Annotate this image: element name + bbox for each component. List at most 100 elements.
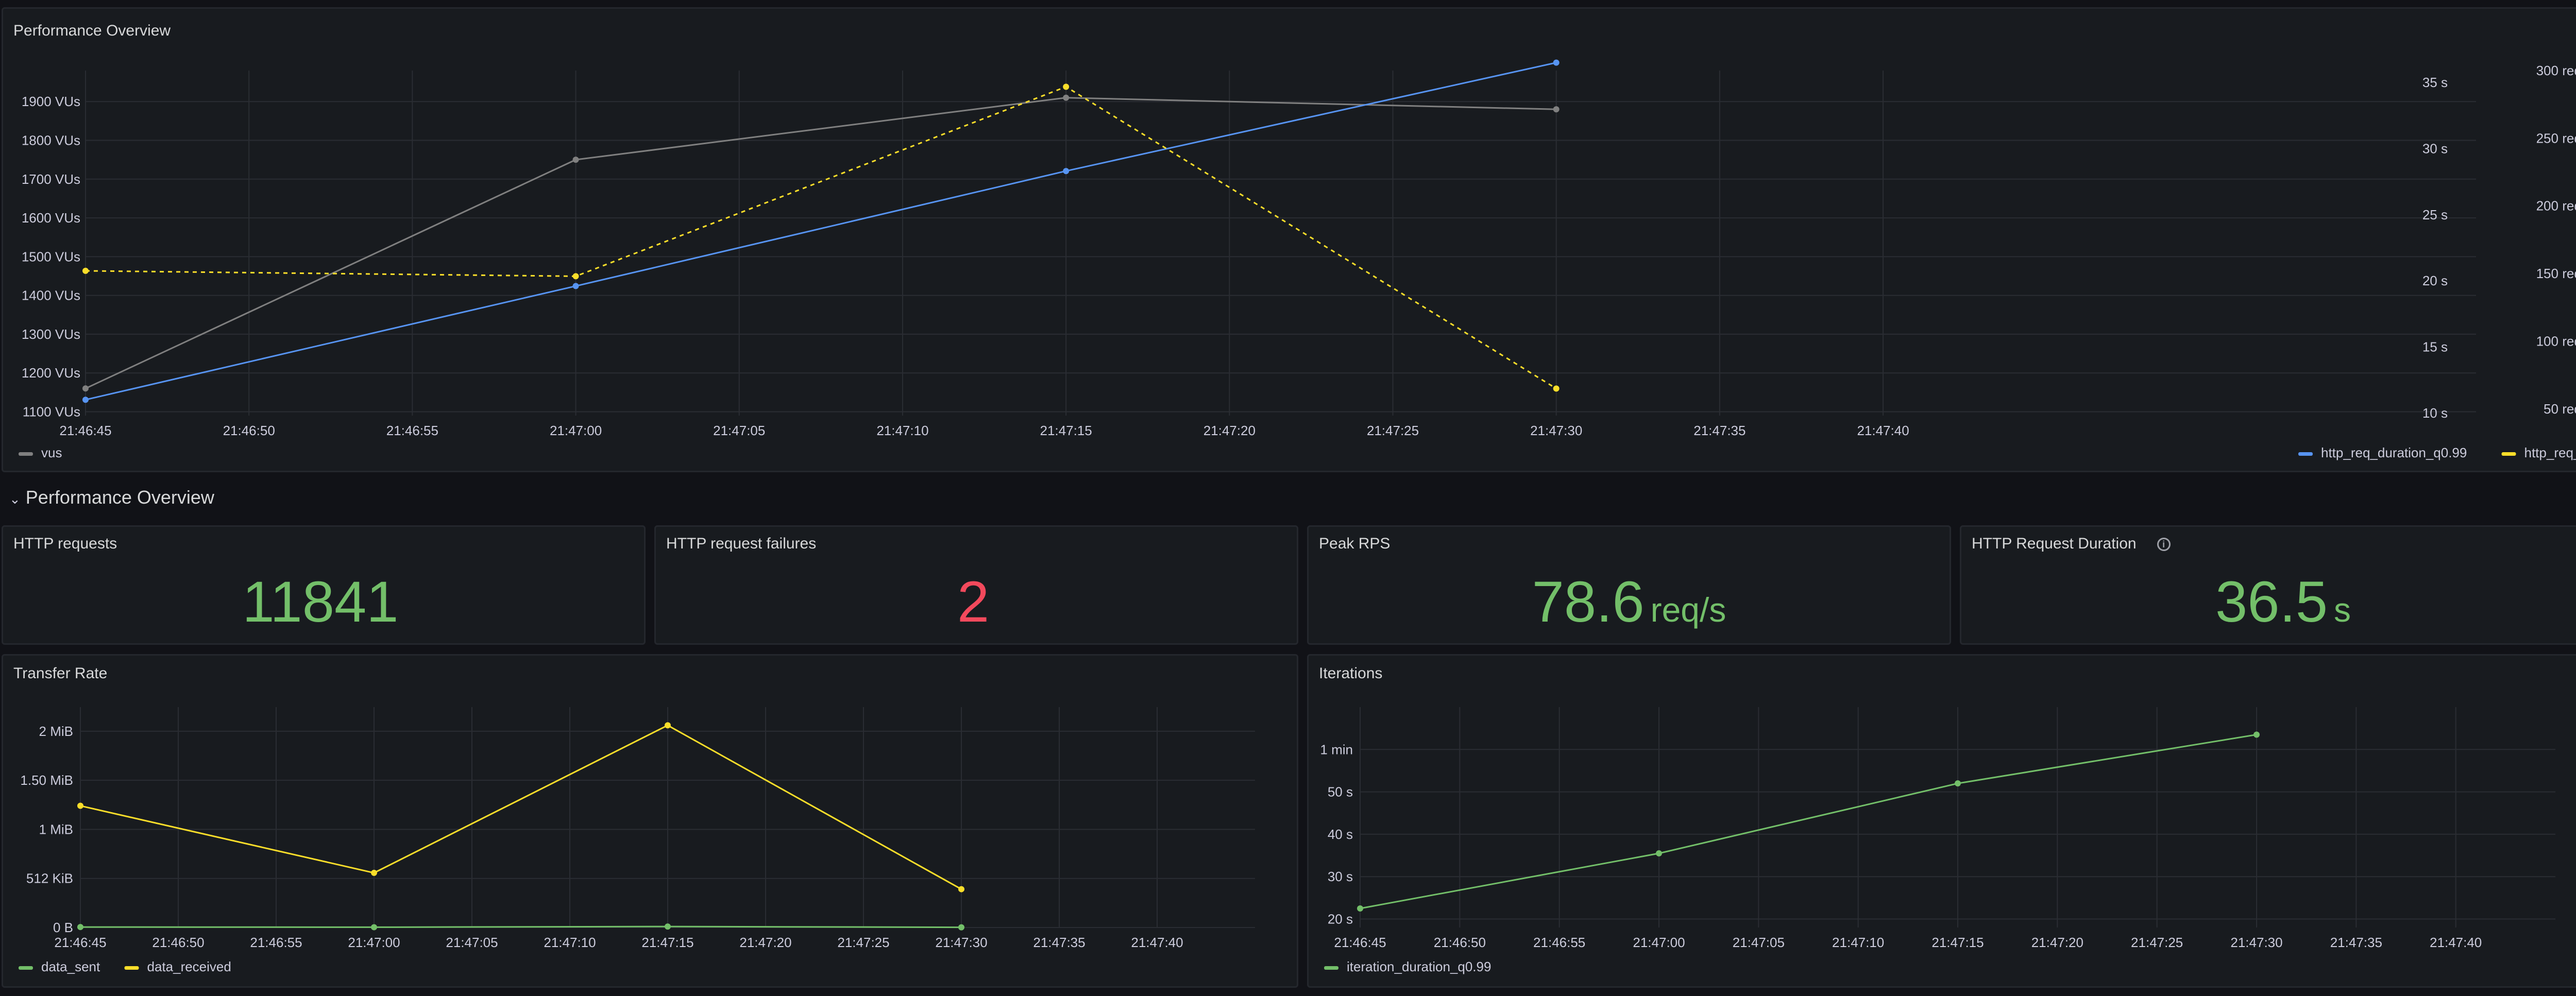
y-tick-label-right-duration: 30 s xyxy=(2422,141,2448,156)
data-point xyxy=(2253,731,2260,738)
y-tick-label: 1 MiB xyxy=(39,821,73,837)
x-tick-label: 21:47:40 xyxy=(1857,423,1909,438)
y-tick-label-right-rps: 100 req/s xyxy=(2536,333,2576,349)
x-tick-label: 21:46:50 xyxy=(152,935,204,950)
y-tick-label: 0 B xyxy=(53,920,73,935)
stat-number: 11841 xyxy=(242,570,399,634)
y-tick-label-right-duration: 35 s xyxy=(2422,75,2448,90)
data-point xyxy=(1063,83,1070,90)
data-point xyxy=(1553,59,1560,66)
y-tick-label: 30 s xyxy=(1328,869,1353,884)
stat-number: 78.6 xyxy=(1532,570,1645,634)
y-tick-label-right-rps: 300 req/s xyxy=(2536,63,2576,78)
x-tick-label: 21:47:05 xyxy=(1733,935,1785,950)
data-point xyxy=(1553,385,1560,392)
x-tick-label: 21:47:00 xyxy=(1633,935,1685,950)
data-point xyxy=(1063,168,1070,175)
data-point xyxy=(572,273,579,280)
data-point xyxy=(1553,106,1560,113)
x-tick-label: 21:46:45 xyxy=(59,423,111,438)
x-tick-label: 21:47:35 xyxy=(2330,935,2382,950)
stat-panel-peak-rps: Peak RPS 78.6 req/s xyxy=(1307,525,1951,645)
legend-item-data-sent[interactable]: data_sent xyxy=(19,959,100,974)
y-tick-label-left: 1700 VUs xyxy=(22,171,80,187)
stat-title-text: HTTP Request Duration xyxy=(1972,535,2137,552)
legend-swatch xyxy=(19,966,33,970)
x-tick-label: 21:47:25 xyxy=(1367,423,1419,438)
x-tick-label: 21:47:05 xyxy=(713,423,765,438)
iterations-chart[interactable]: 21:46:45 21:46:50 21:46:55 21:47:00 21:47:05… xyxy=(1309,656,2576,985)
info-circle-icon[interactable]: i xyxy=(2157,538,2171,551)
data-point xyxy=(82,267,89,274)
x-tick-label: 21:47:30 xyxy=(1530,423,1582,438)
y-tick-label: 50 s xyxy=(1328,784,1353,800)
x-tick-label: 21:46:55 xyxy=(250,935,302,950)
chevron-down-icon[interactable]: ⌄ xyxy=(9,491,21,507)
legend-swatch xyxy=(2298,452,2313,456)
stat-panel-http-request-failures: HTTP request failures 2 xyxy=(654,525,1298,645)
row-title: Performance Overview xyxy=(25,487,214,508)
stat-value: 11841 xyxy=(3,573,644,631)
legend-item-http-req-s[interactable]: http_req_s xyxy=(2501,445,2576,460)
x-tick-label: 21:47:40 xyxy=(2430,935,2482,950)
x-tick-label: 21:47:15 xyxy=(1931,935,1984,950)
x-tick-label: 21:47:20 xyxy=(1204,423,1256,438)
stat-panel-http-request-duration: HTTP Request Duration i 36.5 s xyxy=(1960,525,2576,645)
panel-title[interactable]: Iterations xyxy=(1319,665,1383,682)
x-tick-label: 21:47:20 xyxy=(2031,935,2083,950)
legend-item-vus[interactable]: vus xyxy=(19,445,62,460)
x-tick-label: 21:47:35 xyxy=(1693,423,1745,438)
data-point xyxy=(371,924,377,931)
data-point xyxy=(1063,94,1070,101)
y-tick-label-right-rps: 50 req/s xyxy=(2544,401,2576,417)
y-tick-label: 1 min xyxy=(1320,742,1353,757)
stat-title[interactable]: HTTP requests xyxy=(13,535,117,552)
transfer-rate-panel: Transfer Rate 21:46:45 21:46:50 21:46:55 21… xyxy=(2,654,1298,988)
series-line-http-req-duration-q0-99 xyxy=(85,62,1557,401)
panel-title[interactable]: Transfer Rate xyxy=(13,665,108,682)
x-tick-label: 21:47:25 xyxy=(837,935,889,950)
legend-item-iteration-duration-q0-99[interactable]: iteration_duration_q0.99 xyxy=(1324,959,1491,974)
stat-title[interactable]: Peak RPS xyxy=(1319,535,1391,552)
data-point xyxy=(572,157,579,163)
y-tick-label-left: 1800 VUs xyxy=(22,133,80,148)
stat-title[interactable]: HTTP Request Duration i xyxy=(1972,535,2171,553)
legend-label: http_req_duration_q0.99 xyxy=(2321,445,2467,460)
data-point xyxy=(958,924,964,931)
transfer-rate-chart[interactable]: 21:46:45 21:46:50 21:46:55 21:47:00 21:47:05… xyxy=(3,656,1296,985)
series-line-data-received xyxy=(80,724,962,890)
x-tick-label: 21:46:50 xyxy=(223,423,275,438)
data-point xyxy=(82,385,89,392)
legend-item-http-req-duration-q0-99[interactable]: http_req_duration_q0.99 xyxy=(2298,445,2467,460)
stat-number: 2 xyxy=(957,570,990,634)
series-line-http-req-s xyxy=(85,85,1557,389)
x-tick-label: 21:47:30 xyxy=(2230,935,2282,950)
x-tick-label: 21:47:05 xyxy=(446,935,498,950)
x-tick-label: 21:47:35 xyxy=(1033,935,1085,950)
x-tick-label: 21:47:15 xyxy=(1040,423,1092,438)
legend-label: data_sent xyxy=(41,959,100,974)
legend-swatch xyxy=(2501,452,2516,456)
panel-title[interactable]: Performance Overview xyxy=(13,22,171,39)
data-point xyxy=(1656,850,1662,856)
data-point xyxy=(1357,905,1363,912)
legend-item-data-received[interactable]: data_received xyxy=(124,959,231,974)
stat-value: 36.5 s xyxy=(1961,573,2576,631)
series-line-iteration-duration-q0-99 xyxy=(1360,734,2257,909)
y-tick-label-left: 1100 VUs xyxy=(23,404,80,419)
y-tick-label-right-rps: 150 req/s xyxy=(2536,266,2576,281)
row-header[interactable]: ⌄ Performance Overview xyxy=(9,487,214,508)
series-line-data-sent xyxy=(80,925,962,929)
x-tick-label: 21:46:55 xyxy=(386,423,438,438)
y-tick-label-left: 1300 VUs xyxy=(22,327,80,342)
x-tick-label: 21:47:10 xyxy=(876,423,928,438)
data-point xyxy=(958,886,964,892)
legend-label: iteration_duration_q0.99 xyxy=(1347,959,1491,974)
legend-swatch xyxy=(19,452,33,456)
stat-title[interactable]: HTTP request failures xyxy=(666,535,817,552)
stat-value: 2 xyxy=(656,573,1297,631)
performance-overview-chart[interactable]: 21:46:45 21:46:50 21:46:55 21:47:00 21:47:05… xyxy=(3,9,2576,462)
y-tick-label-left: 1400 VUs xyxy=(22,288,80,303)
y-tick-label: 512 KiB xyxy=(26,871,73,886)
data-point xyxy=(371,869,377,876)
